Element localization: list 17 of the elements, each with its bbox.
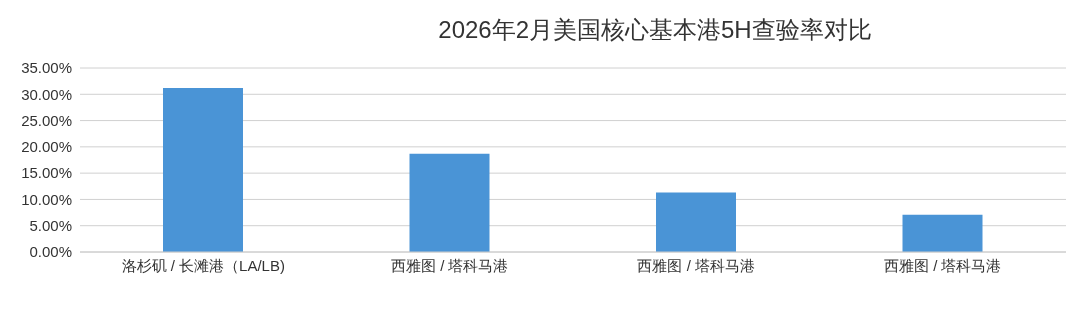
chart-title: 2026年2月美国核心基本港5H查验率对比 [437, 15, 873, 45]
y-tick-label: 10.00% [21, 190, 72, 208]
y-tick-label: 25.00% [21, 111, 72, 129]
y-tick-label: 0.00% [29, 243, 72, 261]
bar [656, 192, 736, 252]
bar [902, 214, 983, 252]
x-tick-label: 西雅图 / 塔科马港 [637, 256, 756, 274]
y-tick-label: 20.00% [21, 138, 72, 156]
x-tick-label: 西雅图 / 塔科马港 [390, 256, 509, 274]
bar [163, 87, 243, 252]
y-tick-label: 5.00% [29, 217, 72, 235]
y-tick-label: 35.00% [21, 59, 72, 77]
y-tick-label: 15.00% [21, 164, 72, 182]
x-tick-label: 西雅图 / 塔科马港 [883, 256, 1002, 274]
x-tick-label: 洛杉矶 / 长滩港（LA/LB) [121, 256, 285, 274]
y-tick-label: 30.00% [21, 85, 72, 103]
bar [409, 153, 490, 252]
